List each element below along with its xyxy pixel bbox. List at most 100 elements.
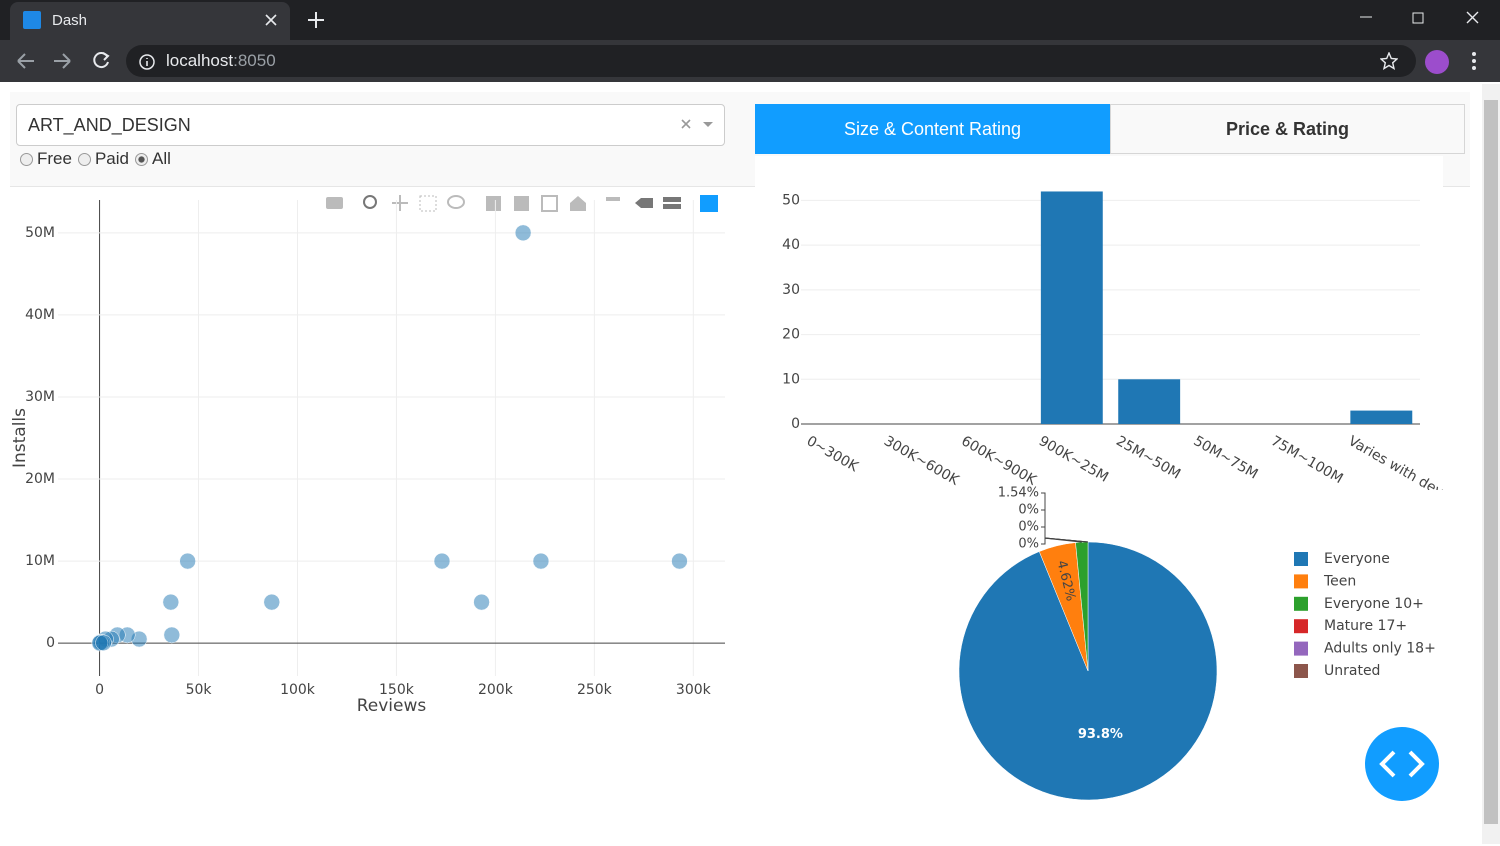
y-tick-label: 50M — [25, 225, 55, 241]
profile-avatar[interactable] — [1425, 50, 1449, 74]
scatter-point — [163, 626, 181, 644]
scatter-point — [671, 552, 688, 570]
legend-label: Everyone 10+ — [1324, 596, 1424, 612]
x-tick-label: 600K~900K — [958, 433, 1039, 489]
x-tick-label: 250k — [577, 682, 613, 698]
leader-line — [1041, 537, 1089, 545]
x-tick-label: 50k — [186, 682, 213, 698]
y-tick-label: 40 — [782, 237, 800, 253]
radio-option[interactable]: Free — [20, 148, 72, 170]
y-tick-label: 0 — [791, 416, 800, 432]
bar — [1040, 191, 1103, 424]
radio-circle — [135, 152, 148, 166]
x-tick-label: 0~300K — [804, 433, 862, 476]
y-tick-label: 30M — [25, 389, 55, 405]
address-bar[interactable]: localhost:8050 — [126, 45, 1416, 77]
x-axis-title: Reviews — [357, 696, 427, 716]
legend-label: Teen — [1323, 573, 1356, 589]
scatter-point — [263, 593, 281, 611]
url: localhost:8050 — [166, 51, 276, 71]
dropdown-icons[interactable] — [679, 118, 719, 132]
x-tick-label: 900K~25M — [1036, 433, 1111, 486]
y-tick-label: 20 — [782, 327, 800, 343]
leader-line — [1041, 509, 1089, 543]
x-tick-label: 0 — [95, 682, 104, 698]
scatter-point — [514, 224, 532, 242]
dropdown[interactable]: ART_AND_DESIGN — [16, 104, 725, 146]
slice-label: 1.54% — [998, 486, 1039, 501]
legend-label: Mature 17+ — [1324, 618, 1407, 634]
modebar[interactable] — [326, 195, 718, 212]
window-controls[interactable] — [1350, 6, 1490, 30]
x-tick-label: 50M~75M — [1191, 433, 1261, 483]
slice-label: 93.8% — [1078, 727, 1123, 742]
menu[interactable] — [1468, 51, 1480, 71]
info-icon — [139, 54, 155, 70]
legend-label: Everyone — [1324, 551, 1390, 567]
x-tick-label: 300k — [676, 682, 712, 698]
x-tick-label: 25M~50M — [1113, 433, 1183, 483]
x-tick-label: Varies with device — [1345, 433, 1463, 510]
scatter-point — [532, 552, 550, 570]
y-tick-label: 30 — [782, 282, 800, 298]
y-tick-label: 20M — [25, 471, 55, 487]
scatter-point — [95, 634, 112, 652]
slice-label: 0% — [1018, 503, 1039, 518]
bookmark-star[interactable] — [1380, 52, 1398, 70]
legend-label: Unrated — [1324, 663, 1380, 679]
x-tick-label: 150k — [379, 682, 415, 698]
radio-group: Free Paid All — [20, 148, 171, 170]
code-toggle-button[interactable] — [1365, 727, 1439, 801]
y-tick-label: 40M — [25, 307, 55, 323]
legend-swatch — [1294, 574, 1308, 589]
radio-circle — [20, 152, 33, 166]
y-tick-label: 10 — [782, 371, 800, 387]
x-tick-label: 200k — [478, 682, 514, 698]
scatter-point — [433, 552, 451, 570]
tab[interactable]: Size & Content Rating — [755, 104, 1110, 154]
dropdown-value: ART_AND_DESIGN — [28, 115, 191, 135]
scatter-point — [179, 552, 196, 570]
scatter-point — [162, 593, 180, 611]
new-tab[interactable] — [306, 10, 326, 30]
legend-swatch — [1294, 552, 1308, 566]
radio-label: Free — [37, 149, 72, 168]
bar — [1118, 379, 1181, 424]
slice-label: 0% — [1018, 537, 1039, 552]
url-host: localhost — [166, 51, 234, 70]
slice-label: 0% — [1018, 520, 1039, 535]
radio-circle — [77, 152, 91, 166]
code-icon — [1379, 750, 1425, 778]
legend-swatch — [1294, 619, 1308, 634]
radio-label: All — [152, 149, 171, 168]
legend-swatch — [1294, 641, 1308, 656]
scrollbar[interactable] — [1482, 84, 1500, 844]
browser-tab[interactable]: Dash — [10, 2, 290, 40]
x-tick-label: 300K~600K — [881, 433, 962, 489]
url-port: :8050 — [233, 51, 276, 70]
tabs: Size & Content Rating Price & Rating — [755, 104, 1465, 154]
tab-title: Dash — [52, 12, 88, 29]
favicon — [23, 11, 41, 29]
legend-swatch — [1294, 596, 1308, 611]
legend-label: Adults only 18+ — [1324, 641, 1436, 657]
radio-option[interactable]: All — [135, 148, 171, 170]
radio-label: Paid — [94, 149, 129, 168]
legend-swatch — [1294, 664, 1308, 678]
scrollbar-thumb[interactable] — [1484, 100, 1498, 824]
bar — [1350, 410, 1413, 424]
tab[interactable]: Price & Rating — [1110, 104, 1465, 154]
y-tick-label: 50 — [782, 192, 800, 208]
y-tick-label: 10M — [25, 553, 55, 569]
close-tab[interactable] — [264, 13, 278, 27]
x-tick-label: 75M~100M — [1268, 433, 1346, 487]
nav-buttons[interactable] — [14, 50, 114, 72]
y-axis-title: Installs — [10, 408, 30, 468]
x-tick-label: 100k — [280, 682, 316, 698]
leader-line — [1041, 492, 1082, 543]
scatter-point — [473, 593, 490, 611]
radio-option[interactable]: Paid — [77, 148, 129, 170]
